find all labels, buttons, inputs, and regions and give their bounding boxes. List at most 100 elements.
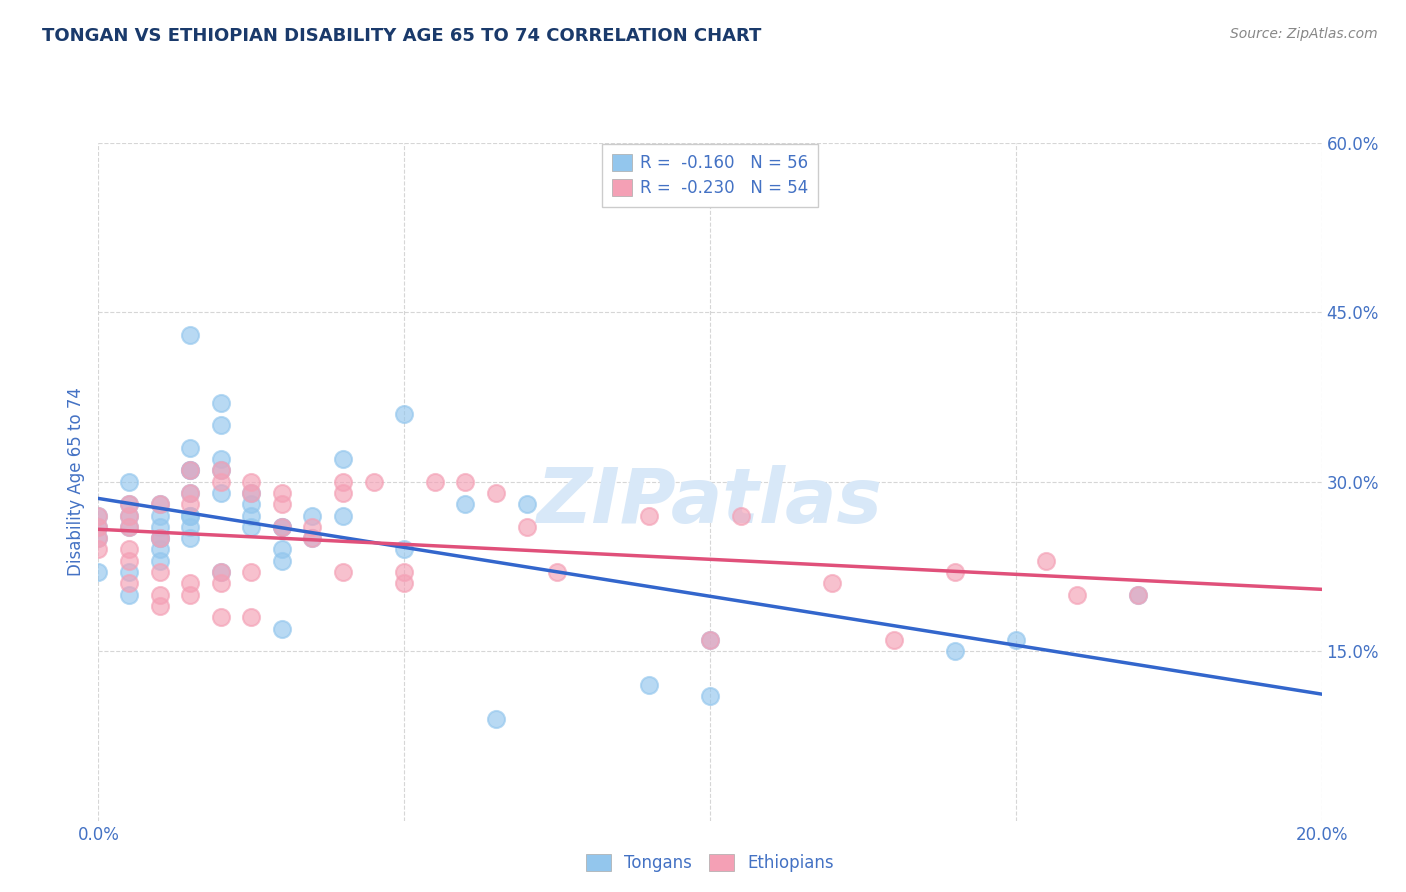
- Point: [149, 508, 172, 523]
- Point: [149, 542, 172, 557]
- Point: [883, 632, 905, 647]
- Point: [332, 508, 354, 523]
- Text: TONGAN VS ETHIOPIAN DISABILITY AGE 65 TO 74 CORRELATION CHART: TONGAN VS ETHIOPIAN DISABILITY AGE 65 TO…: [42, 27, 762, 45]
- Point: [270, 520, 292, 534]
- Point: [240, 497, 263, 511]
- Point: [209, 565, 232, 579]
- Point: [485, 712, 508, 726]
- Point: [240, 508, 263, 523]
- Point: [301, 520, 323, 534]
- Point: [240, 486, 263, 500]
- Y-axis label: Disability Age 65 to 74: Disability Age 65 to 74: [66, 387, 84, 576]
- Point: [179, 497, 201, 511]
- Point: [118, 497, 141, 511]
- Point: [270, 520, 292, 534]
- Point: [209, 395, 232, 409]
- Point: [1066, 588, 1088, 602]
- Point: [699, 690, 721, 704]
- Point: [87, 531, 110, 545]
- Point: [179, 508, 201, 523]
- Point: [392, 542, 416, 557]
- Point: [179, 486, 201, 500]
- Point: [209, 452, 232, 467]
- Point: [209, 486, 232, 500]
- Point: [149, 520, 172, 534]
- Text: ZIPatlas: ZIPatlas: [537, 465, 883, 539]
- Point: [179, 576, 201, 591]
- Point: [149, 531, 172, 545]
- Point: [730, 508, 752, 523]
- Point: [118, 520, 141, 534]
- Point: [118, 475, 141, 489]
- Point: [423, 475, 446, 489]
- Point: [270, 554, 292, 568]
- Point: [301, 531, 323, 545]
- Point: [821, 576, 844, 591]
- Point: [454, 497, 477, 511]
- Point: [1128, 588, 1150, 602]
- Point: [87, 520, 110, 534]
- Point: [1004, 632, 1026, 647]
- Point: [637, 678, 661, 692]
- Point: [118, 576, 141, 591]
- Point: [301, 508, 323, 523]
- Point: [179, 327, 201, 342]
- Point: [149, 497, 172, 511]
- Point: [209, 475, 232, 489]
- Point: [149, 531, 172, 545]
- Point: [270, 497, 292, 511]
- Point: [118, 508, 141, 523]
- Point: [87, 508, 110, 523]
- Point: [546, 565, 568, 579]
- Point: [209, 418, 232, 433]
- Point: [149, 554, 172, 568]
- Point: [149, 497, 172, 511]
- Point: [209, 565, 232, 579]
- Text: Source: ZipAtlas.com: Source: ZipAtlas.com: [1230, 27, 1378, 41]
- Point: [240, 610, 263, 624]
- Point: [118, 508, 141, 523]
- Point: [209, 463, 232, 477]
- Point: [87, 520, 110, 534]
- Point: [87, 508, 110, 523]
- Point: [943, 644, 966, 658]
- Point: [87, 531, 110, 545]
- Point: [332, 475, 354, 489]
- Point: [240, 520, 263, 534]
- Point: [118, 520, 141, 534]
- Point: [301, 531, 323, 545]
- Point: [637, 508, 661, 523]
- Point: [118, 497, 141, 511]
- Point: [149, 531, 172, 545]
- Point: [332, 486, 354, 500]
- Point: [209, 463, 232, 477]
- Point: [179, 588, 201, 602]
- Point: [454, 475, 477, 489]
- Point: [270, 622, 292, 636]
- Point: [1035, 554, 1057, 568]
- Point: [485, 486, 508, 500]
- Point: [699, 632, 721, 647]
- Point: [179, 486, 201, 500]
- Point: [363, 475, 385, 489]
- Point: [179, 441, 201, 455]
- Point: [87, 542, 110, 557]
- Point: [699, 632, 721, 647]
- Point: [179, 463, 201, 477]
- Point: [240, 486, 263, 500]
- Point: [270, 486, 292, 500]
- Point: [118, 542, 141, 557]
- Point: [332, 565, 354, 579]
- Point: [516, 497, 538, 511]
- Point: [179, 463, 201, 477]
- Point: [392, 565, 416, 579]
- Point: [179, 520, 201, 534]
- Point: [179, 531, 201, 545]
- Point: [392, 576, 416, 591]
- Point: [149, 599, 172, 613]
- Point: [240, 565, 263, 579]
- Point: [270, 542, 292, 557]
- Point: [118, 588, 141, 602]
- Point: [149, 588, 172, 602]
- Point: [270, 520, 292, 534]
